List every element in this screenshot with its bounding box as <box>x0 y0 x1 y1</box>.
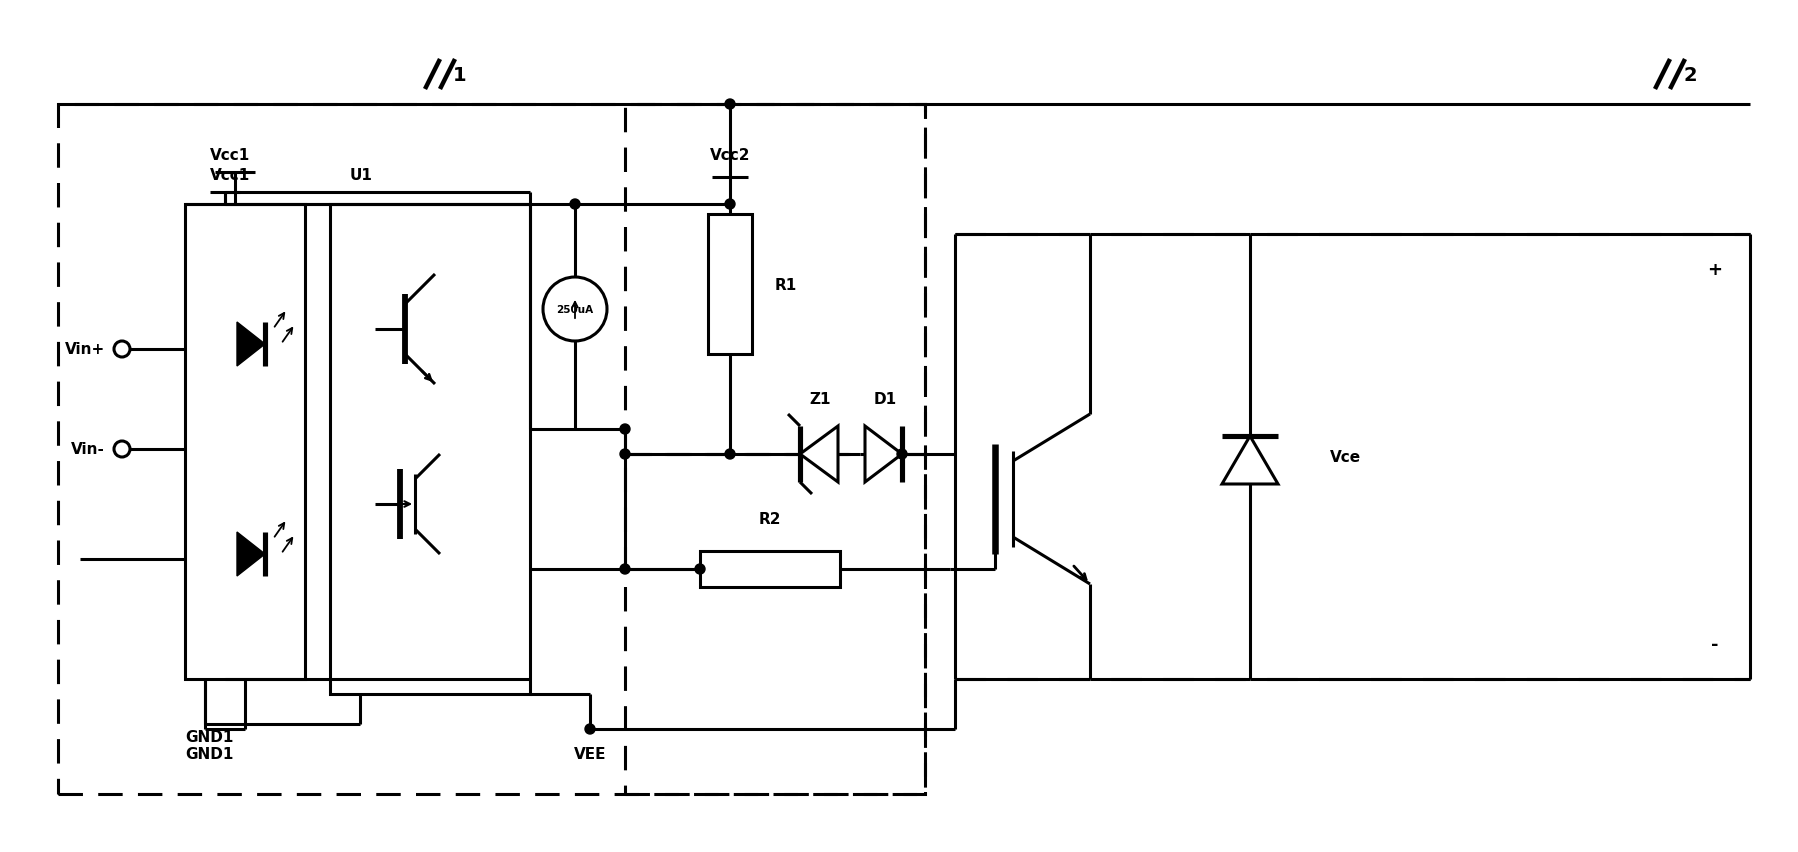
Text: GND1: GND1 <box>185 746 234 762</box>
Polygon shape <box>865 427 901 482</box>
Text: 1: 1 <box>453 66 466 84</box>
Text: VEE: VEE <box>574 746 606 762</box>
Text: 2: 2 <box>1683 66 1696 84</box>
Text: Vcc2: Vcc2 <box>710 147 750 163</box>
Circle shape <box>725 199 735 210</box>
Polygon shape <box>1221 436 1277 485</box>
Text: GND1: GND1 <box>185 729 234 745</box>
Text: +: + <box>1706 261 1721 279</box>
Circle shape <box>725 100 735 110</box>
Text: -: - <box>1710 636 1717 653</box>
Text: Z1: Z1 <box>809 392 831 407</box>
Text: Vin-: Vin- <box>72 442 104 457</box>
Circle shape <box>897 450 906 459</box>
Circle shape <box>620 450 629 459</box>
Text: R1: R1 <box>775 277 797 292</box>
Circle shape <box>570 199 579 210</box>
Bar <box>708 215 752 354</box>
Polygon shape <box>800 427 838 482</box>
Bar <box>58 105 924 794</box>
Text: Vce: Vce <box>1329 449 1361 464</box>
Polygon shape <box>237 532 264 576</box>
Circle shape <box>620 564 629 574</box>
Circle shape <box>725 450 735 459</box>
Bar <box>329 204 530 694</box>
Bar <box>185 204 306 679</box>
Circle shape <box>620 424 629 435</box>
Bar <box>699 551 840 587</box>
Bar <box>624 105 924 454</box>
Text: 250uA: 250uA <box>556 305 593 314</box>
Text: R2: R2 <box>759 512 780 527</box>
Text: Vcc1: Vcc1 <box>210 167 250 182</box>
Text: Vcc1: Vcc1 <box>210 147 250 163</box>
Circle shape <box>584 724 595 734</box>
Circle shape <box>694 564 705 574</box>
Text: Vin+: Vin+ <box>65 343 104 357</box>
Bar <box>624 454 924 794</box>
Text: D1: D1 <box>874 392 895 407</box>
Polygon shape <box>237 323 264 366</box>
Text: U1: U1 <box>351 167 372 182</box>
